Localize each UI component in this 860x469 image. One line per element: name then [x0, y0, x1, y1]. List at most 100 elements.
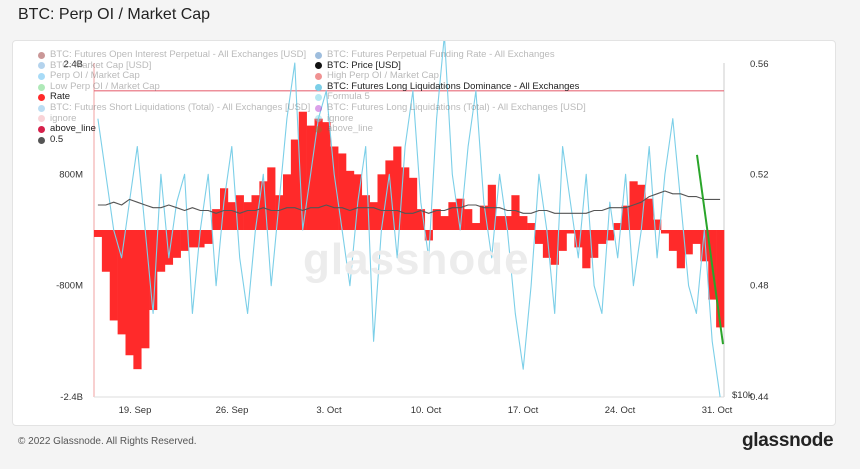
y-price-tick-label: $10k — [732, 390, 753, 401]
x-tick-label: 24. Oct — [605, 405, 636, 416]
rate-bar — [598, 230, 607, 244]
y-right-tick-label: 0.44 — [750, 392, 769, 403]
legend-swatch-icon — [38, 83, 45, 91]
legend-swatch-icon — [38, 104, 45, 112]
legend-item[interactable]: BTC: Futures Open Interest Perpetual - A… — [38, 49, 310, 61]
rate-bar — [117, 230, 126, 335]
legend-item[interactable]: Perp OI / Market Cap — [38, 71, 310, 82]
legend-swatch-icon — [315, 83, 322, 91]
legend-item[interactable]: Rate — [38, 92, 310, 103]
rate-bar — [511, 195, 520, 230]
rate-bar — [125, 230, 134, 356]
legend-swatch-icon — [315, 125, 322, 133]
rate-bar — [440, 216, 449, 230]
legend-item[interactable]: ignore — [315, 113, 586, 125]
legend-item[interactable]: above_line — [38, 124, 310, 135]
rate-bar — [472, 223, 481, 230]
rate-bar — [101, 230, 111, 272]
legend-item[interactable]: 0.5 — [38, 133, 310, 146]
legend-label: 0.5 — [50, 133, 64, 145]
legend-item[interactable]: BTC: Futures Perpetual Funding Rate - Al… — [315, 49, 586, 61]
legend-swatch-icon — [38, 125, 45, 133]
rate-bar — [558, 230, 567, 251]
rate-bar — [456, 198, 465, 230]
rate-bar — [409, 177, 418, 230]
legend-label: Formula 5 — [327, 91, 370, 103]
rate-bar — [322, 122, 331, 230]
rate-bar — [432, 209, 441, 230]
rate-bar — [306, 125, 315, 230]
rate-bar — [330, 146, 339, 230]
legend-label: Perp OI / Market Cap — [50, 70, 140, 82]
legend-swatch-icon — [315, 104, 322, 112]
rate-bar — [700, 230, 709, 262]
long-liquidations-dominance-line — [97, 41, 721, 398]
legend-swatch-icon — [38, 136, 45, 144]
y-right-tick-label: 0.48 — [750, 281, 769, 292]
rate-bar — [172, 230, 181, 258]
legend-label: ignore — [50, 112, 77, 124]
rate-bar — [692, 230, 701, 244]
rate-bar — [566, 230, 575, 234]
legend-item[interactable]: ignore — [38, 112, 310, 125]
rate-bar — [503, 216, 512, 230]
rate-bar — [361, 195, 370, 230]
y-left-tick-label: 800M — [59, 169, 83, 180]
rate-bar — [377, 174, 386, 230]
legend-item[interactable]: Low Perp OI / Market Cap — [38, 81, 310, 93]
legend-label: BTC: Futures Perpetual Funding Rate - Al… — [327, 49, 555, 60]
legend-swatch-icon — [315, 62, 322, 70]
rate-bar — [621, 205, 630, 230]
legend-item[interactable]: BTC: Market Cap [USD] — [38, 59, 310, 72]
legend-item[interactable]: BTC: Futures Long Liquidations (Total) -… — [315, 101, 586, 114]
rate-bar — [267, 167, 276, 230]
legend-label: High Perp OI / Market Cap — [327, 70, 439, 82]
rate-bar — [550, 230, 559, 265]
y-left-tick-label: 2.4B — [63, 59, 83, 70]
rate-bar — [109, 230, 118, 321]
legend-item[interactable]: BTC: Futures Long Liquidations Dominance… — [315, 81, 586, 93]
x-tick-label: 19. Sep — [119, 405, 152, 416]
rate-bar — [479, 205, 489, 230]
rate-bar — [204, 230, 213, 244]
rate-bar — [94, 230, 103, 237]
legend-swatch-icon — [38, 94, 45, 102]
y-right-tick-label: 0.56 — [750, 59, 769, 70]
rate-bar — [141, 230, 150, 349]
x-tick-label: 3. Oct — [316, 405, 342, 416]
legend-item[interactable]: High Perp OI / Market Cap — [315, 71, 586, 82]
chart-canvas[interactable]: 19. Sep 26. Sep 3. Oct 10. Oct 17. Oct 24. Oc… — [13, 41, 835, 425]
rate-bar — [235, 195, 244, 230]
legend-left: BTC: Futures Open Interest Perpetual - A… — [38, 49, 310, 146]
rate-bar — [338, 153, 347, 230]
rate-bar — [582, 230, 591, 269]
legend-item[interactable]: BTC: Futures Short Liquidations (Total) … — [38, 102, 310, 114]
legend-label: above_line — [327, 123, 373, 135]
rate-bar — [416, 209, 426, 230]
rate-bar — [661, 230, 670, 234]
rate-bar — [275, 195, 284, 230]
legend-label: BTC: Market Cap [USD] — [50, 59, 152, 71]
rate-bar — [290, 139, 300, 230]
legend-item[interactable]: BTC: Price [USD] — [315, 60, 586, 72]
rate-bar — [283, 174, 292, 230]
rate-bar — [495, 216, 504, 230]
rate-bar — [590, 230, 599, 258]
legend-label: BTC: Futures Long Liquidations (Total) -… — [327, 101, 586, 113]
rate-bar — [519, 216, 528, 230]
rate-bar — [157, 230, 166, 272]
rate-bar — [684, 230, 693, 255]
rate-bar — [527, 223, 536, 230]
page-title: BTC: Perp OI / Market Cap — [18, 6, 211, 23]
legend-swatch-icon — [38, 115, 45, 123]
rate-bar — [220, 188, 229, 230]
legend-swatch-icon — [315, 115, 322, 123]
rate-bar — [401, 167, 410, 230]
rate-bar — [542, 230, 552, 258]
rate-bar — [535, 230, 544, 244]
legend-item[interactable]: above_line — [315, 124, 586, 135]
brand-logo: glassnode — [742, 430, 834, 451]
legend-item[interactable]: Formula 5 — [315, 92, 586, 103]
x-tick-label: 10. Oct — [411, 405, 442, 416]
rate-bar — [613, 223, 622, 230]
